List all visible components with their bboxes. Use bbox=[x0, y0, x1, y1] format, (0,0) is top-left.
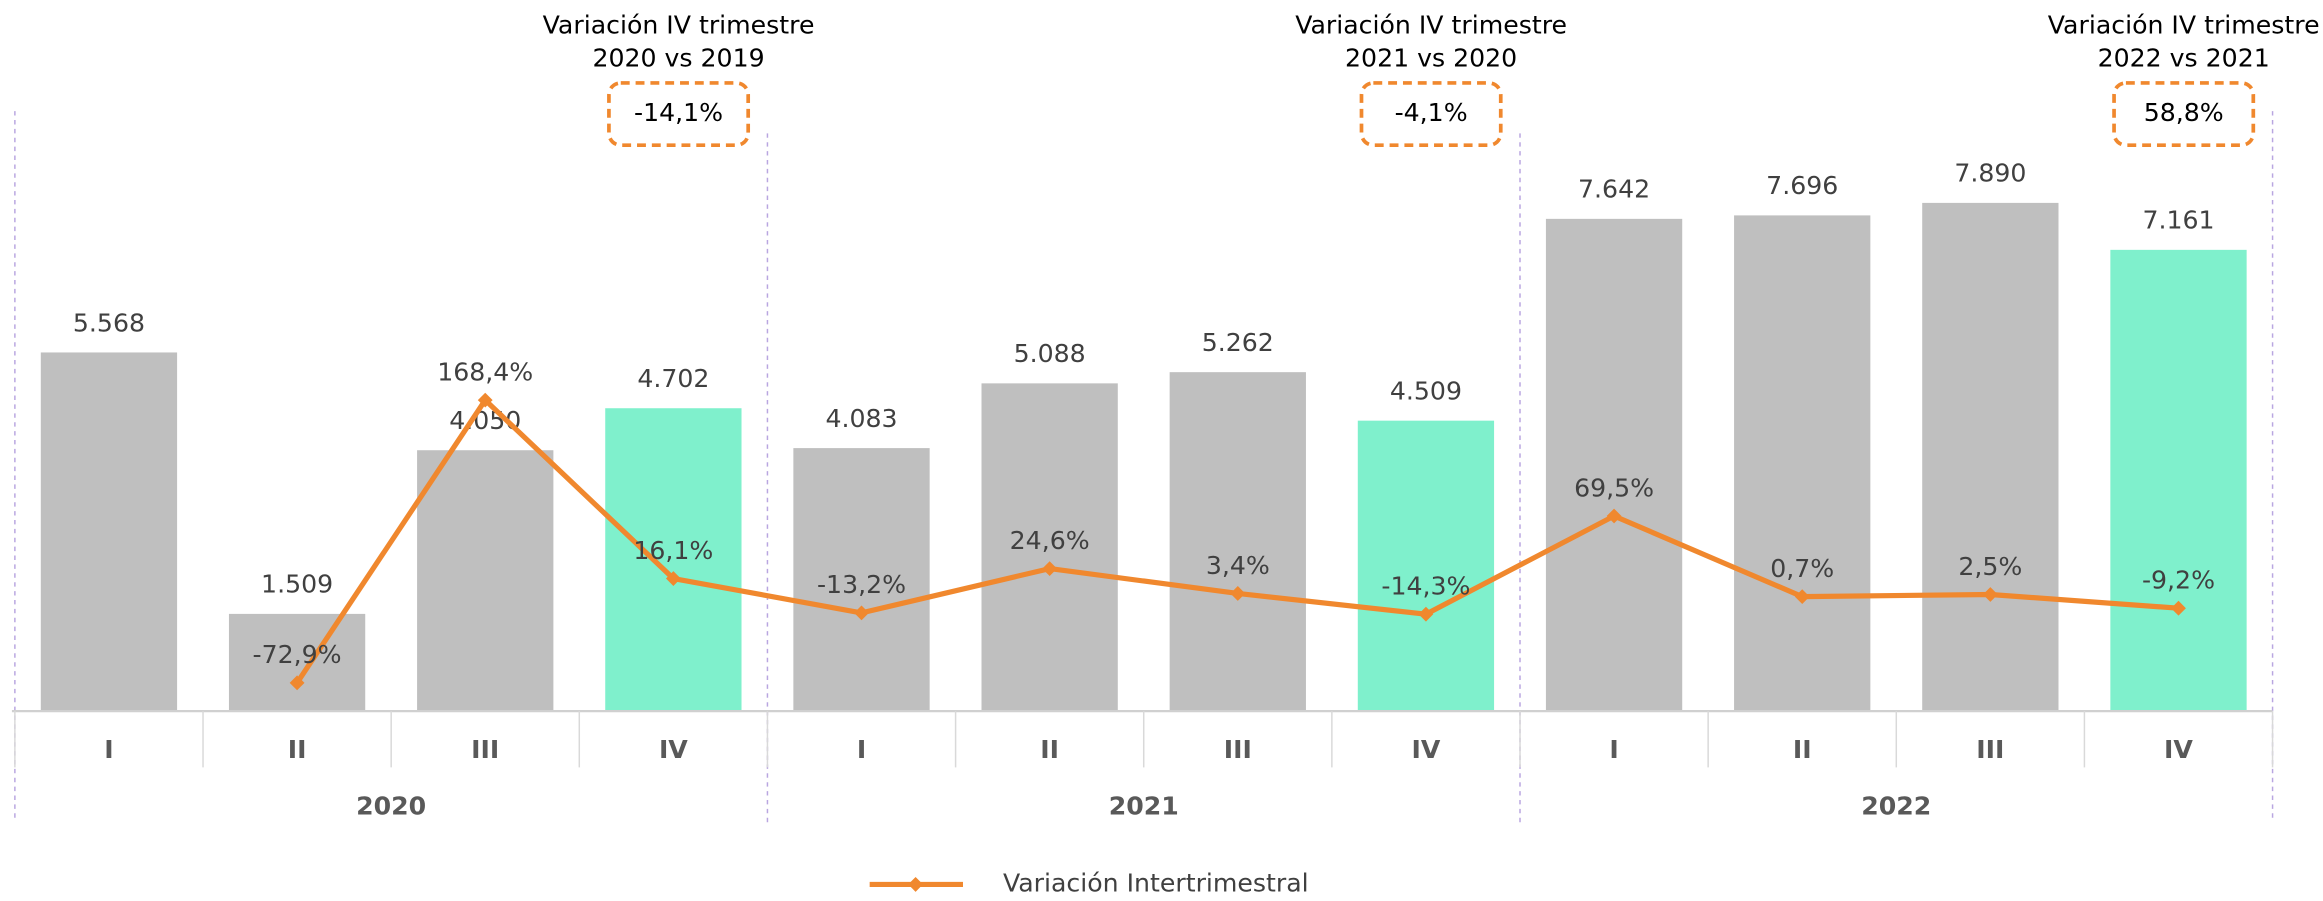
line-value-label: 3,4% bbox=[1206, 551, 1270, 580]
bar-value-label: 7.890 bbox=[1954, 159, 2026, 188]
bar-value-label: 5.262 bbox=[1202, 328, 1274, 357]
line-marker bbox=[477, 392, 493, 408]
bar bbox=[605, 408, 742, 712]
legend-marker bbox=[908, 877, 923, 892]
annotation-value: 58,8% bbox=[2144, 98, 2224, 127]
bar-value-label: 7.642 bbox=[1578, 175, 1650, 204]
line-marker bbox=[1230, 586, 1246, 601]
annotation-title: Variación IV trimestre bbox=[2048, 11, 2320, 40]
line-value-label: -72,9% bbox=[253, 640, 342, 669]
bar-value-label: 4.083 bbox=[825, 404, 897, 433]
line-value-label: 69,5% bbox=[1574, 473, 1654, 502]
annotation-subtitle: 2022 vs 2021 bbox=[2098, 43, 2270, 72]
bar-value-label: 1.509 bbox=[261, 570, 333, 599]
annotation-box bbox=[2112, 81, 2256, 148]
x-tick-label: I bbox=[857, 735, 866, 764]
line-value-label: 168,4% bbox=[437, 357, 533, 386]
annotation-value: -4,1% bbox=[1395, 98, 1468, 127]
bar-value-label: 5.568 bbox=[73, 308, 145, 337]
x-tick-label: II bbox=[1040, 735, 1059, 764]
line-value-label: -14,3% bbox=[1381, 572, 1470, 601]
x-tick-label: IV bbox=[1412, 735, 1441, 764]
line-marker bbox=[854, 605, 869, 621]
line-value-label: -9,2% bbox=[2142, 566, 2215, 595]
bar bbox=[1545, 218, 1683, 712]
line-marker bbox=[2171, 600, 2186, 616]
line-marker bbox=[1418, 606, 1434, 622]
annotation-value: -14,1% bbox=[634, 98, 723, 127]
line-value-label: -13,2% bbox=[817, 570, 906, 599]
bar-value-label: 7.696 bbox=[1766, 171, 1838, 200]
bar bbox=[1169, 372, 1306, 712]
bar bbox=[417, 450, 554, 712]
bar bbox=[1922, 202, 2059, 712]
bar bbox=[981, 383, 1118, 712]
x-tick-label: II bbox=[1793, 735, 1812, 764]
bar-value-label: 7.161 bbox=[2142, 206, 2214, 235]
bar bbox=[1734, 215, 1871, 712]
legend-label: Variación Intertrimestral bbox=[1003, 868, 1309, 897]
x-tick-label: I bbox=[104, 735, 113, 764]
annotation-subtitle: 2021 vs 2020 bbox=[1345, 43, 1517, 72]
line-marker bbox=[1794, 589, 1810, 605]
bar bbox=[2110, 249, 2247, 712]
bar bbox=[228, 613, 366, 712]
x-tick-label: I bbox=[1609, 735, 1618, 764]
bar-value-label: 5.088 bbox=[1014, 339, 1086, 368]
x-tick-label: III bbox=[471, 735, 499, 764]
bar bbox=[793, 448, 930, 712]
annotation-box bbox=[607, 81, 751, 148]
line-marker bbox=[1982, 587, 1998, 602]
line-value-label: 2,5% bbox=[1958, 552, 2022, 581]
line-marker bbox=[1606, 508, 1622, 524]
group-label: 2022 bbox=[1861, 791, 1931, 820]
annotation-box bbox=[1359, 81, 1503, 148]
line-value-label: 0,7% bbox=[1770, 554, 1834, 583]
group-label: 2020 bbox=[356, 791, 426, 820]
bar-value-label: 4.509 bbox=[1390, 377, 1462, 406]
x-tick-label: III bbox=[1976, 735, 2004, 764]
x-tick-label: III bbox=[1224, 735, 1252, 764]
x-tick-label: II bbox=[288, 735, 307, 764]
x-tick-label: IV bbox=[659, 735, 688, 764]
line-marker bbox=[289, 675, 305, 691]
group-label: 2021 bbox=[1109, 791, 1179, 820]
bar bbox=[1357, 420, 1495, 712]
bar bbox=[40, 352, 178, 712]
annotation-subtitle: 2020 vs 2019 bbox=[592, 43, 764, 72]
line-value-label: 16,1% bbox=[633, 536, 713, 565]
line-marker bbox=[1042, 561, 1058, 577]
annotation-title: Variación IV trimestre bbox=[543, 11, 815, 40]
line-value-label: 24,6% bbox=[1010, 526, 1090, 555]
bar-value-label: 4.702 bbox=[637, 364, 709, 393]
line-marker bbox=[665, 571, 681, 586]
x-tick-label: IV bbox=[2164, 735, 2193, 764]
annotation-title: Variación IV trimestre bbox=[1295, 11, 1567, 40]
